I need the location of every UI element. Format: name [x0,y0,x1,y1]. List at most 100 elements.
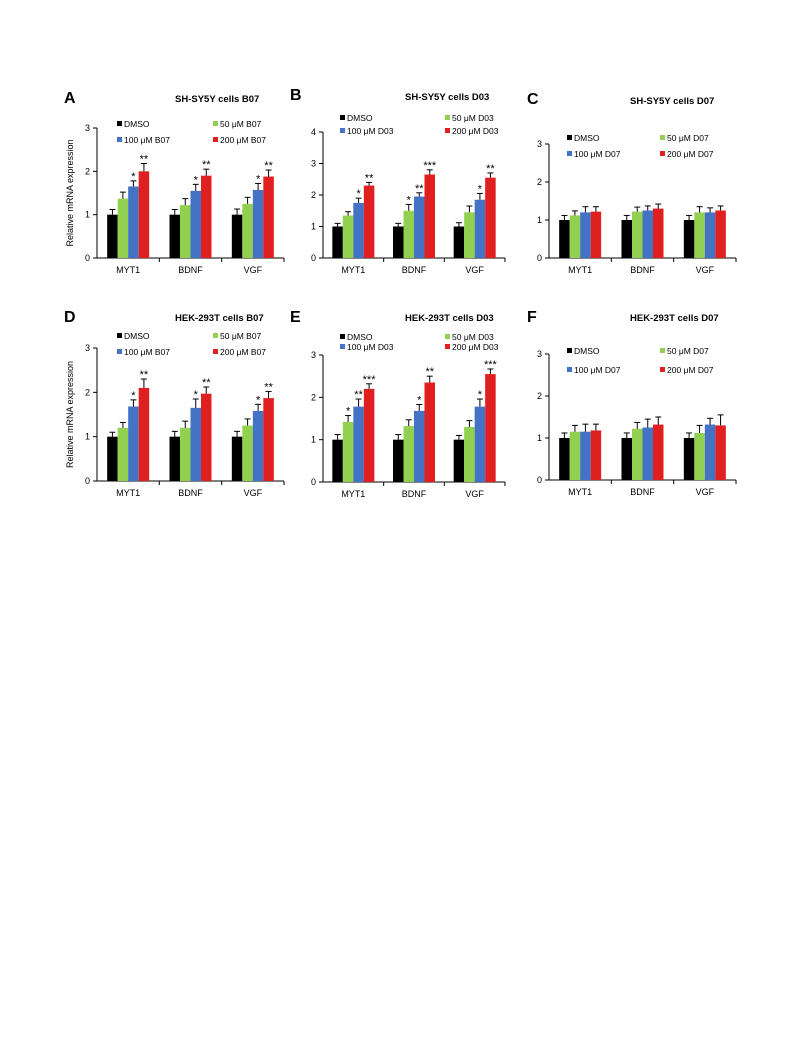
bar [485,177,496,258]
bar [353,406,364,482]
y-tick-label: 2 [85,387,90,397]
panel-letter: A [64,90,76,107]
legend-label: DMSO [574,133,600,143]
significance-label: * [356,188,361,200]
bar [715,425,726,480]
bar [590,211,602,258]
category-label: MYT1 [568,487,592,497]
y-tick-label: 0 [311,253,316,263]
y-tick-label: 2 [85,166,90,176]
y-tick-label: 0 [311,477,316,487]
legend-label: 100 μM B07 [124,135,170,145]
significance-label: ** [264,160,273,172]
bar [653,424,664,480]
bar [474,406,486,482]
legend-label: 50 μM B07 [220,119,262,129]
bar [580,212,591,258]
significance-label: * [346,406,351,418]
panel-letter: E [290,309,301,326]
significance-label: * [256,173,261,185]
bar [464,212,475,258]
legend-swatch [340,344,345,349]
legend-label: DMSO [124,331,150,341]
legend-swatch [445,334,450,339]
bar [117,427,129,481]
bar [559,438,570,480]
y-tick-label: 2 [311,392,316,402]
legend-label: 200 μM D03 [452,126,499,136]
panel-a: A SH-SY5Y cells B07 Relative mRNA expressi… [64,90,285,275]
bar [414,410,425,482]
bar [190,190,201,258]
significance-label: ** [425,366,434,378]
legend-swatch [567,367,572,372]
y-tick-label: 3 [85,123,90,133]
bar [569,431,581,480]
bar [424,174,435,258]
legend-label: DMSO [574,346,600,356]
significance-label: * [407,194,412,206]
significance-label: *** [484,359,498,371]
y-tick-label: 3 [85,343,90,353]
legend-label: 100 μM B07 [124,347,170,357]
bar [694,212,705,258]
significance-label: * [194,389,199,401]
legend-label: 50 μM D07 [667,346,709,356]
y-tick-label: 0 [85,476,90,486]
significance-label: * [256,394,261,406]
legend-label: 200 μM D03 [452,342,499,352]
bar [485,374,496,482]
legend-label: 200 μM D07 [667,365,714,375]
legend-label: 50 μM D07 [667,133,709,143]
y-tick-label: 0 [537,253,542,263]
panel-c: C SH-SY5Y cells D07 0 1 2 3 MYT1 BDNF VGF DMSO 50 … [527,91,737,275]
bar [642,210,653,258]
legend-label: DMSO [124,119,150,129]
category-label: BDNF [630,265,655,275]
bar [414,196,425,258]
category-label: BDNF [402,489,427,499]
panel-letter: D [64,309,76,326]
y-tick-label: 0 [85,253,90,263]
category-label: BDNF [402,265,427,275]
significance-label: * [478,183,483,195]
legend-label: 100 μM D03 [347,126,394,136]
legend-swatch [213,349,218,354]
bar [332,439,343,482]
chart-title: HEK-293T cells B07 [175,313,264,324]
legend-swatch [445,344,450,349]
bar [715,210,726,258]
legend-swatch [213,333,218,338]
bar [353,202,364,258]
bar [169,436,180,481]
bar [704,212,716,258]
legend-swatch [660,348,665,353]
y-axis-title: Relative mRNA expression [65,139,75,246]
bar [263,176,274,258]
legend-swatch [340,128,345,133]
bar [453,439,465,482]
bar [464,426,475,482]
legend-swatch [213,137,218,142]
y-tick-label: 3 [311,159,316,169]
legend-label: DMSO [347,332,373,342]
bar [242,425,253,481]
significance-label: * [131,171,136,183]
significance-label: * [478,389,483,401]
legend-swatch [567,151,572,156]
legend-swatch [117,333,122,338]
bar [117,198,129,258]
bar [252,189,264,258]
significance-label: ** [202,159,211,171]
y-tick-label: 2 [537,177,542,187]
significance-label: ** [415,183,424,195]
bar [263,398,274,481]
category-label: MYT1 [116,265,140,275]
y-tick-label: 4 [311,127,316,137]
bar [559,220,570,258]
category-label: MYT1 [116,488,140,498]
bar [190,407,201,481]
bar [128,186,139,258]
category-label: VGF [465,489,484,499]
